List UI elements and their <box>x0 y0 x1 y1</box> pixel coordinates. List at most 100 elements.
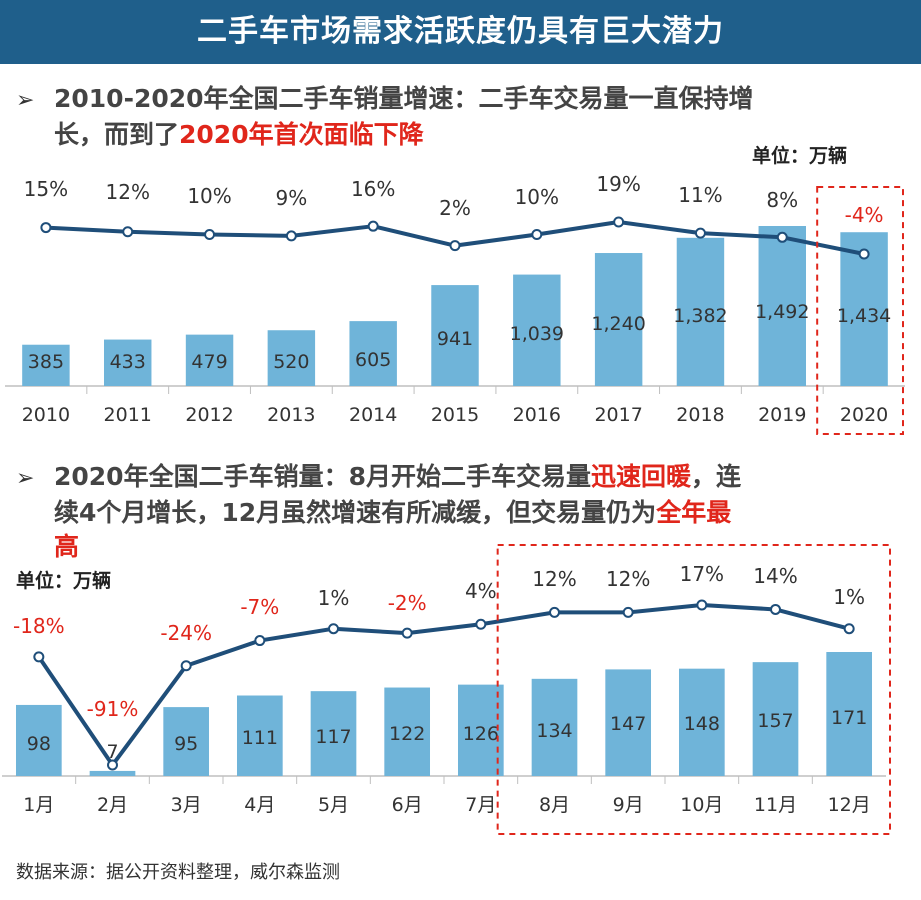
annual-category-label: 2011 <box>104 404 152 426</box>
monthly-category-label: 4月 <box>244 794 275 816</box>
monthly-value-label: 148 <box>684 713 720 735</box>
annual-category-label: 2019 <box>758 404 806 426</box>
annual-bar <box>185 334 234 386</box>
section1-bullet-line1: 2010-2020年全国二手车销量增速：二手车交易量一直保持增 <box>54 84 754 113</box>
annual-growth-label: 9% <box>275 186 307 210</box>
annual-growth-label: 12% <box>106 180 150 204</box>
monthly-category-label: 8月 <box>539 794 570 816</box>
annual-growth-label: 8% <box>766 188 798 212</box>
annual-growth-point <box>858 248 870 260</box>
monthly-category-label: 5月 <box>318 794 349 816</box>
section2-bullet-highlight2: 全年最 <box>656 498 732 527</box>
monthly-bar <box>384 687 431 776</box>
annual-bar <box>758 226 806 386</box>
monthly-growth-point <box>549 606 560 618</box>
monthly-category-label: 7月 <box>465 794 496 816</box>
monthly-category-label: 10月 <box>680 794 723 816</box>
annual-value-label: 1,492 <box>755 301 809 323</box>
monthly-growth-point <box>254 635 266 647</box>
monthly-bar <box>15 704 62 776</box>
monthly-value-label: 126 <box>463 723 499 745</box>
annual-bar <box>349 321 397 386</box>
annual-growth-label: 10% <box>187 184 231 208</box>
annual-value-label: 1,382 <box>673 305 727 327</box>
monthly-growth-label: 4% <box>465 579 497 603</box>
annual-growth-point <box>204 229 216 241</box>
monthly-bar <box>605 669 652 776</box>
monthly-value-label: 147 <box>610 713 646 735</box>
annual-bar <box>431 285 479 386</box>
annual-category-label: 2013 <box>267 404 315 426</box>
annual-category-label: 2017 <box>594 404 642 426</box>
annual-category-label: 2012 <box>185 404 233 426</box>
annual-value-label: 941 <box>437 328 473 350</box>
annual-growth-label: 16% <box>351 177 395 201</box>
monthly-growth-label: -91% <box>87 697 139 721</box>
annual-growth-label: 10% <box>515 185 559 209</box>
monthly-growth-line <box>37 603 850 767</box>
monthly-category-label: 11月 <box>754 794 797 816</box>
monthly-value-label: 134 <box>536 720 572 742</box>
monthly-category-label: 6月 <box>392 794 423 816</box>
annual-growth-point <box>776 231 788 243</box>
monthly-bar <box>236 695 283 776</box>
monthly-category-label: 12月 <box>828 794 871 816</box>
annual-growth-point <box>122 226 134 238</box>
annual-growth-point <box>694 227 706 239</box>
monthly-value-label: 122 <box>389 723 425 745</box>
annual-value-label: 433 <box>110 351 146 373</box>
monthly-growth-label: 1% <box>833 585 865 609</box>
section2-unit-label: 单位：万辆 <box>16 570 112 592</box>
monthly-growth-label: 14% <box>753 564 797 588</box>
section1-bullet: ➢ 2010-2020年全国二手车销量增速：二手车交易量一直保持增 长，而到了20… <box>16 82 754 152</box>
annual-growth-point <box>285 230 297 242</box>
annual-category-label: 2016 <box>513 404 561 426</box>
annual-category-label: 2015 <box>431 404 479 426</box>
annual-growth-label: 11% <box>678 183 722 207</box>
monthly-bar <box>826 652 873 776</box>
monthly-category-label: 2月 <box>97 794 128 816</box>
annual-bar <box>22 344 70 386</box>
monthly-value-label: 157 <box>757 710 793 732</box>
section2-bullet-highlight1: 迅速回暖 <box>590 462 691 491</box>
monthly-growth-point <box>328 623 339 635</box>
annual-bar <box>513 274 561 386</box>
annual-growth-point <box>367 220 379 232</box>
section2-bullet-highlight3: 高 <box>54 532 80 561</box>
monthly-growth-label: -24% <box>160 621 212 645</box>
section2-bullet-line1: 2020年全国二手车销量：8月开始二手车交易量 <box>54 462 591 491</box>
annual-growth-label: -4% <box>845 203 884 227</box>
monthly-category-label: 1月 <box>23 794 54 816</box>
monthly-growth-point <box>180 660 192 672</box>
annual-category-label: 2020 <box>840 404 888 426</box>
annual-category-label: 2018 <box>676 404 724 426</box>
monthly-growth-point <box>475 618 487 630</box>
monthly-bar <box>678 668 725 776</box>
monthly-growth-label: -18% <box>13 614 65 638</box>
monthly-value-label: 98 <box>27 733 51 755</box>
annual-bar <box>267 330 316 386</box>
monthly-growth-label: 17% <box>680 562 724 586</box>
annual-growth-point <box>449 240 461 252</box>
monthly-value-label: 95 <box>174 733 198 755</box>
monthly-bar <box>310 691 357 776</box>
annual-growth-point <box>613 216 625 228</box>
monthly-growth-label: -7% <box>240 595 279 619</box>
annual-category-label: 2010 <box>22 404 70 426</box>
annual-value-label: 1,240 <box>591 313 645 335</box>
data-source: 数据来源：据公开资料整理，威尔森监测 <box>16 862 340 883</box>
annual-bar <box>676 237 725 386</box>
monthly-bar <box>457 684 504 776</box>
monthly-growth-point <box>401 627 413 639</box>
monthly-bar <box>89 770 136 776</box>
monthly-growth-point <box>33 651 45 663</box>
monthly-category-label: 9月 <box>613 794 644 816</box>
annual-value-label: 520 <box>273 351 309 373</box>
monthly-value-label: 111 <box>242 727 278 749</box>
arrow-bullet-icon: ➢ <box>16 466 35 491</box>
annual-value-label: 1,434 <box>837 305 891 327</box>
annual-growth-label: 19% <box>596 172 640 196</box>
monthly-growth-point <box>107 759 118 771</box>
annual-category-label: 2014 <box>349 404 397 426</box>
annual-growth-label: 2% <box>439 196 471 220</box>
